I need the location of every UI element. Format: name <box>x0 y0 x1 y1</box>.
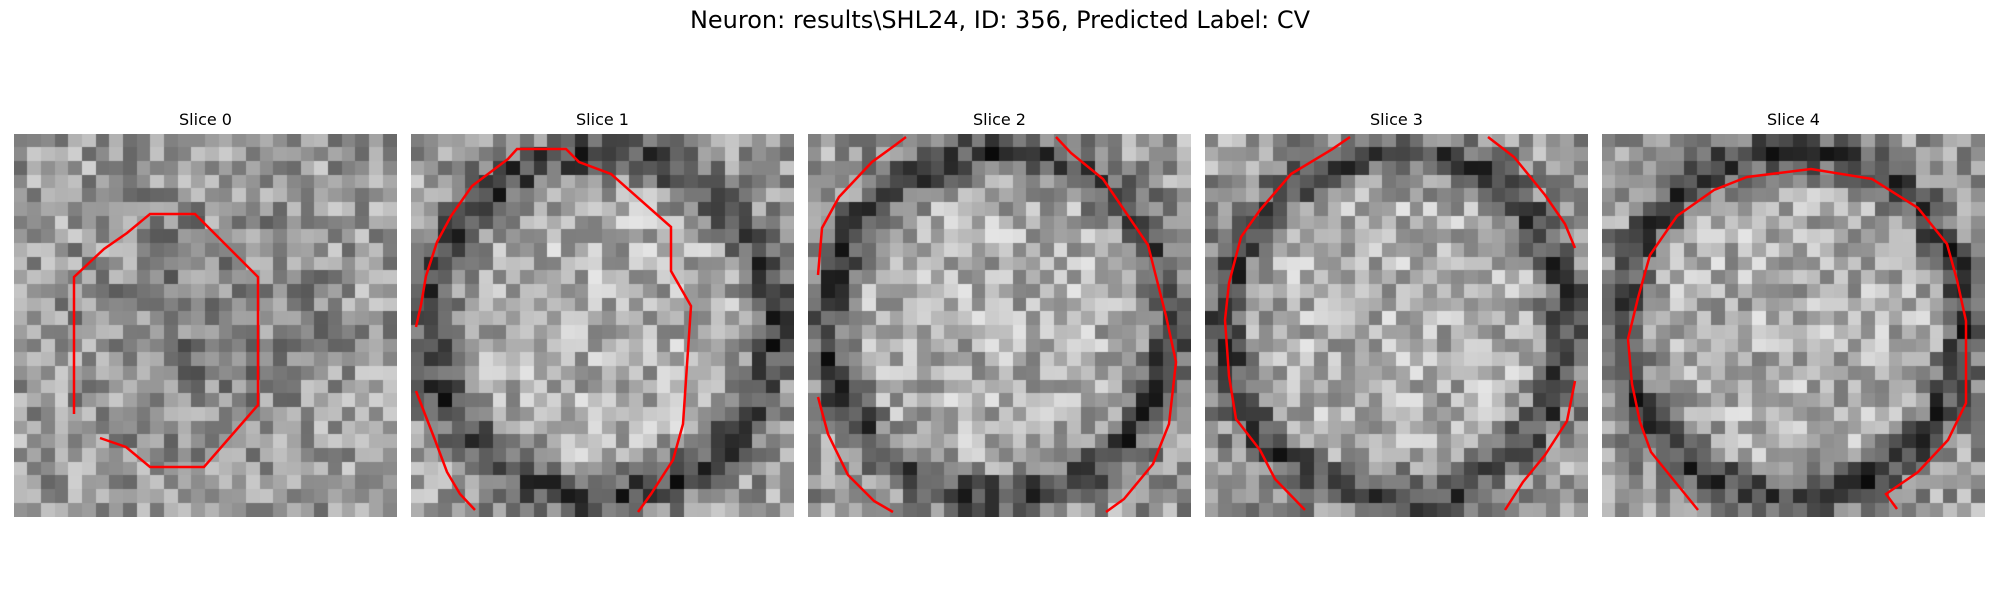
slice-title: Slice 3 <box>1370 110 1423 129</box>
slice-image <box>1205 134 1588 517</box>
slice-title: Slice 0 <box>179 110 232 129</box>
slice-image <box>808 134 1191 517</box>
slice-title: Slice 4 <box>1767 110 1820 129</box>
slice-image <box>411 134 794 517</box>
slice-panel-3: Slice 3 <box>1205 108 1588 517</box>
slice-panel-4: Slice 4 <box>1602 108 1985 517</box>
slice-panel-0: Slice 0 <box>14 108 397 517</box>
slice-title: Slice 2 <box>973 110 1026 129</box>
figure-title: Neuron: results\SHL24, ID: 356, Predicte… <box>689 6 1311 34</box>
slice-panel-2: Slice 2 <box>808 108 1191 517</box>
slice-image <box>1602 134 1985 517</box>
slice-image <box>14 134 397 517</box>
slice-title: Slice 1 <box>576 110 629 129</box>
slice-panel-1: Slice 1 <box>411 108 794 517</box>
